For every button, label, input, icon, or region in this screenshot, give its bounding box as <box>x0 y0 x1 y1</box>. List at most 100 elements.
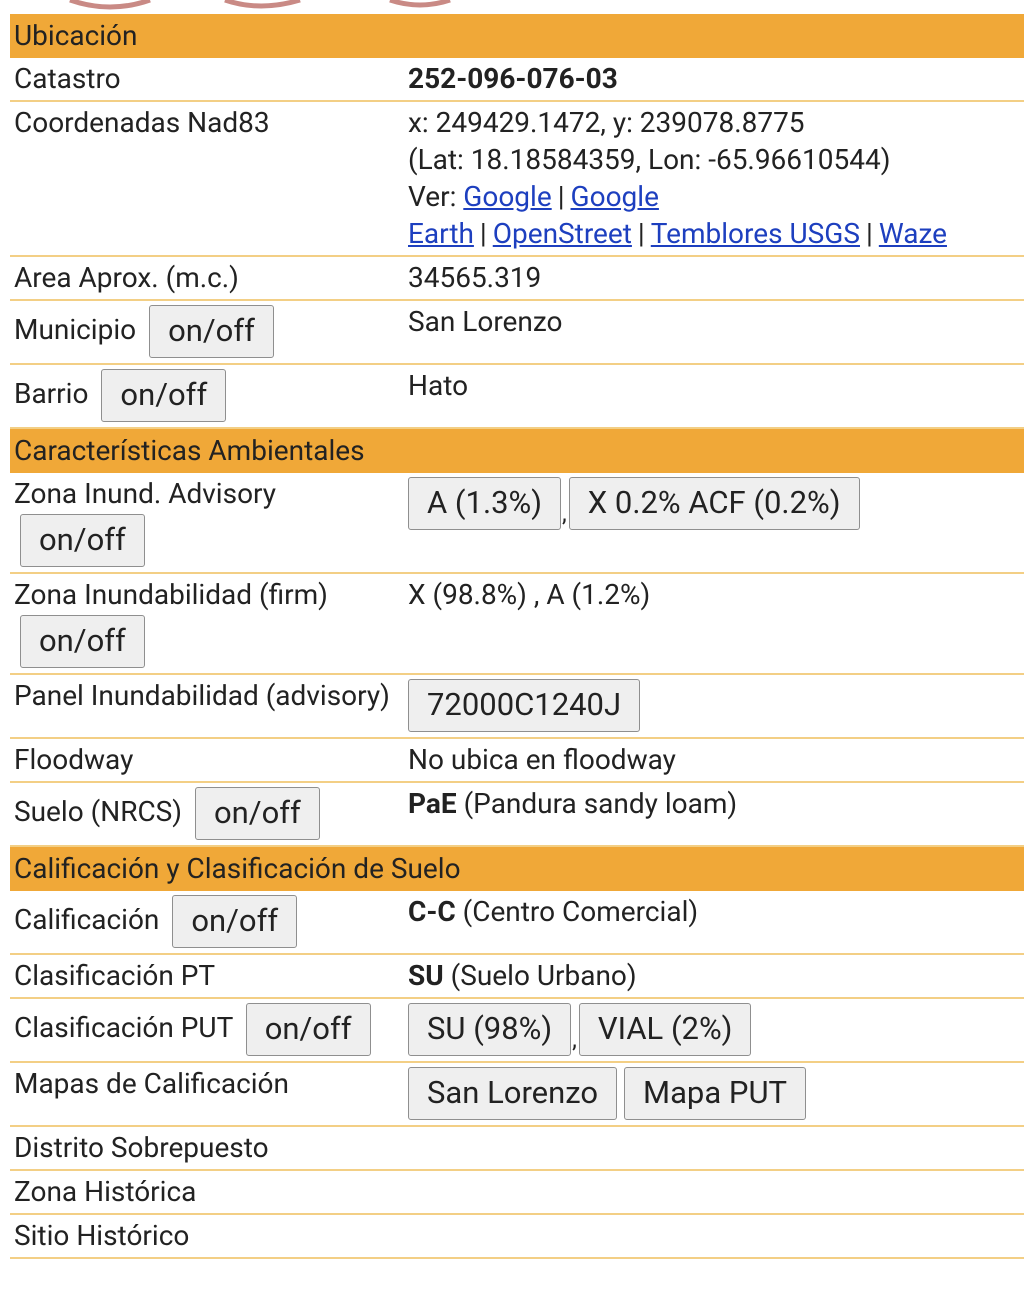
label-cell: Panel Inundabilidad (advisory) <box>10 674 404 739</box>
link-line: Ver: Google | Google Earth | OpenStreet | Temb… <box>408 178 1020 252</box>
value: (Pandura sandy loam) <box>463 787 738 820</box>
link[interactable]: Google <box>463 180 552 213</box>
section-title: Ubicación <box>10 14 1024 58</box>
label: Municipio <box>14 312 137 346</box>
row: Floodway No ubica en floodway <box>10 738 1024 783</box>
value-button[interactable]: SU (98%) <box>408 1003 572 1056</box>
value-line: x: 249429.1472, y: 239078.8775 <box>408 106 805 139</box>
separator: | <box>865 217 873 250</box>
link[interactable]: Waze <box>878 217 947 250</box>
value: X (98.8%) , A (1.2%) <box>408 578 651 611</box>
value-cell <box>404 1126 1024 1171</box>
label-cell: Mapas de Calificación <box>10 1062 404 1127</box>
value: No ubica en floodway <box>408 743 676 776</box>
label: Coordenadas Nad83 <box>14 106 270 139</box>
row: Barrio on/off Hato <box>10 364 1024 429</box>
row: Panel Inundabilidad (advisory) 72000C1240… <box>10 674 1024 739</box>
row: Zona Inundabilidad (firm) on/off X (98.8%… <box>10 573 1024 675</box>
separator: | <box>557 180 565 213</box>
label: Catastro <box>14 62 121 95</box>
label-cell: Zona Inund. Advisory on/off <box>10 473 404 574</box>
label: Distrito Sobrepuesto <box>14 1131 269 1164</box>
row: Catastro 252-096-076-03 <box>10 58 1024 102</box>
label-cell: Zona Inundabilidad (firm) on/off <box>10 573 404 675</box>
code: 252-096-076-03 <box>408 62 618 95</box>
label: Zona Inund. Advisory <box>14 477 277 510</box>
link[interactable]: OpenStreet <box>492 217 632 250</box>
prefix: Ver: <box>408 180 457 213</box>
label: Floodway <box>14 743 134 776</box>
value: Hato <box>408 369 469 402</box>
link[interactable]: Temblores USGS <box>650 217 860 250</box>
value-button[interactable]: 72000C1240J <box>408 679 641 732</box>
value-cell: x: 249429.1472, y: 239078.8775 (Lat: 18.1… <box>404 101 1024 257</box>
value-cell: A (1.3%), X 0.2% ACF (0.2%) <box>404 473 1024 574</box>
value-cell: SU (98%), VIAL (2%) <box>404 998 1024 1063</box>
toggle-button[interactable]: on/off <box>149 305 274 358</box>
row: Clasificación PT SU (Suelo Urbano) <box>10 954 1024 999</box>
label: Calificación <box>14 902 160 936</box>
label: Clasificación PT <box>14 959 216 992</box>
label-cell: Area Aprox. (m.c.) <box>10 256 404 301</box>
value-button[interactable]: A (1.3%) <box>408 477 562 530</box>
link[interactable]: Google Earth <box>408 180 659 250</box>
value-cell: 34565.319 <box>404 256 1024 301</box>
row: Municipio on/off San Lorenzo <box>10 300 1024 365</box>
value-cell: 252-096-076-03 <box>404 58 1024 102</box>
label-cell: Clasificación PT <box>10 954 404 999</box>
row: Sitio Histórico <box>10 1214 1024 1259</box>
info-table: Ubicación Catastro 252-096-076-03 Coordenad… <box>10 14 1024 1259</box>
value: (Suelo Urbano) <box>450 959 637 992</box>
toggle-button[interactable]: on/off <box>20 514 145 567</box>
value-button[interactable]: San Lorenzo <box>408 1067 618 1120</box>
label: Panel Inundabilidad (advisory) <box>14 679 390 712</box>
row: Coordenadas Nad83 x: 249429.1472, y: 2390… <box>10 101 1024 257</box>
icon-edge <box>224 0 301 9</box>
label-cell: Municipio on/off <box>10 300 404 365</box>
value-line: (Lat: 18.18584359, Lon: -65.96610544) <box>408 143 891 176</box>
row: Clasificación PUT on/off SU (98%), VIAL (2… <box>10 998 1024 1063</box>
separator: | <box>637 217 645 250</box>
value-cell <box>404 1170 1024 1215</box>
value: (Centro Comercial) <box>462 895 699 928</box>
label: Zona Histórica <box>14 1175 197 1208</box>
value-cell <box>404 1214 1024 1259</box>
toggle-button[interactable]: on/off <box>195 787 320 840</box>
label-cell: Floodway <box>10 738 404 783</box>
section-header: Características Ambientales <box>10 428 1024 473</box>
separator: , <box>572 1025 577 1053</box>
label: Sitio Histórico <box>14 1219 190 1252</box>
label-cell: Barrio on/off <box>10 364 404 429</box>
cropped-icons <box>69 0 451 10</box>
toggle-button[interactable]: on/off <box>20 615 145 668</box>
value-cell: San Lorenzo <box>404 300 1024 365</box>
value-button[interactable]: VIAL (2%) <box>578 1003 752 1056</box>
label-cell: Catastro <box>10 58 404 102</box>
toggle-button[interactable]: on/off <box>101 369 227 422</box>
row: Distrito Sobrepuesto <box>10 1126 1024 1171</box>
toggle-button[interactable]: on/off <box>172 895 298 948</box>
label: Mapas de Calificación <box>14 1067 289 1100</box>
toggle-button[interactable]: on/off <box>245 1003 371 1056</box>
value-cell: C-C (Centro Comercial) <box>404 891 1024 955</box>
separator: | <box>479 217 487 250</box>
label-cell: Clasificación PUT on/off <box>10 998 404 1063</box>
label: Suelo (NRCS) <box>14 794 183 828</box>
value-cell: San Lorenzo Mapa PUT <box>404 1062 1024 1127</box>
icon-edge <box>389 0 451 8</box>
separator: , <box>562 499 567 527</box>
row: Area Aprox. (m.c.) 34565.319 <box>10 256 1024 301</box>
value-cell: SU (Suelo Urbano) <box>404 954 1024 999</box>
value-button[interactable]: X 0.2% ACF (0.2%) <box>568 477 860 530</box>
value-cell: No ubica en floodway <box>404 738 1024 783</box>
value: San Lorenzo <box>408 305 563 338</box>
section-title: Características Ambientales <box>10 428 1024 473</box>
section-header: Ubicación <box>10 14 1024 58</box>
code: C-C <box>408 895 456 928</box>
row: Zona Inund. Advisory on/off A (1.3%), X 0.… <box>10 473 1024 574</box>
label: Area Aprox. (m.c.) <box>14 261 239 294</box>
label-cell: Calificación on/off <box>10 891 404 955</box>
value-button[interactable]: Mapa PUT <box>624 1067 807 1120</box>
